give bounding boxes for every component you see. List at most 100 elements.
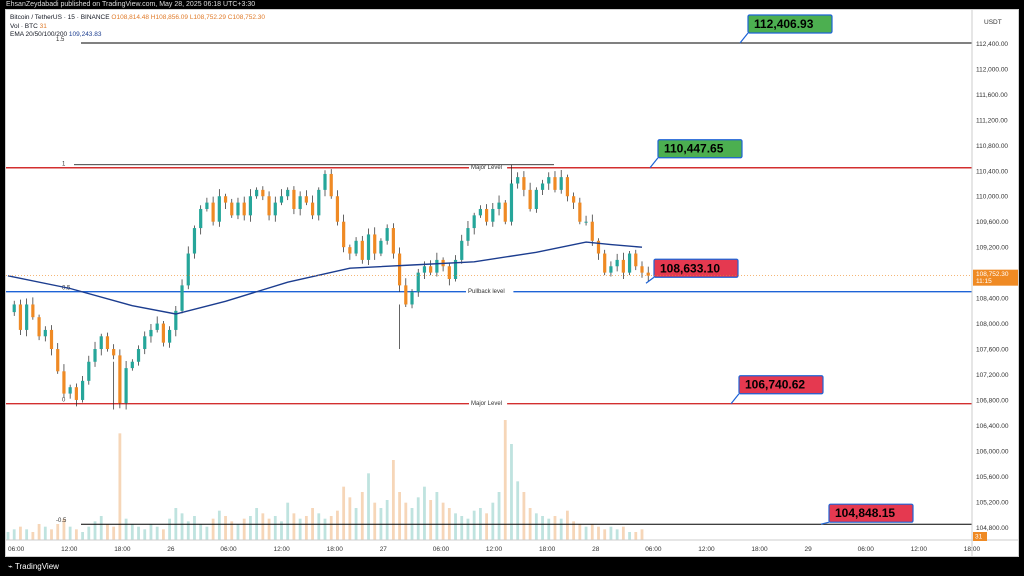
fib-label: 0.5: [62, 286, 71, 292]
symbol-label[interactable]: Bitcoin / TetherUS · 15 · BINANCE: [10, 14, 110, 21]
ema-label[interactable]: EMA 20/50/100/200: [10, 31, 68, 38]
candle-body: [596, 240, 601, 254]
volume-bar: [193, 516, 196, 540]
volume-bar: [273, 516, 277, 540]
candle-body: [528, 189, 532, 209]
candle-body: [435, 259, 439, 273]
volume-bar: [317, 513, 321, 540]
publisher-bar: EhsanZeydabadi published on TradingView.…: [0, 0, 1024, 9]
volume-label[interactable]: Vol · BTC: [10, 22, 38, 30]
candle-body: [485, 208, 489, 222]
volume-bar: [503, 420, 507, 540]
current-price-tag: 108,752.30: [976, 271, 1009, 278]
price-tick-label: 111,200.00: [976, 117, 1008, 124]
candle-body: [279, 196, 284, 203]
callout-pointer: [739, 32, 749, 44]
volume-bar: [634, 532, 638, 540]
volume-bar: [31, 532, 35, 540]
chart-frame[interactable]: 1.5 1 Major Level 0.5 Pullback level 0 Major L…: [5, 9, 1019, 557]
ohlc-values: O108,814.48 H108,856.09 L108,752.29 C108…: [111, 14, 266, 21]
volume-bar: [547, 518, 551, 540]
candle-body: [478, 208, 482, 216]
candle-body: [379, 240, 383, 254]
volume-bar: [491, 502, 495, 540]
fib-label: 0: [62, 398, 66, 404]
candle-body: [497, 202, 501, 209]
callout-box: [747, 14, 833, 34]
candle-body: [578, 202, 582, 222]
candle-body: [397, 253, 402, 286]
volume-bar: [385, 500, 389, 540]
volume-bar: [572, 521, 576, 540]
level-tag-bg: [469, 162, 508, 170]
level-tag-bg: [466, 286, 514, 294]
candle-body: [180, 285, 184, 311]
volume-bar: [621, 526, 625, 540]
volume-bar: [404, 502, 408, 540]
candle-body: [130, 361, 134, 369]
candle-body: [503, 202, 507, 222]
level-tag-bg: [469, 398, 508, 406]
candle-body: [335, 196, 340, 222]
time-tick-label: 18:00: [964, 546, 981, 553]
candle-body: [74, 387, 78, 400]
volume-bar: [609, 526, 613, 540]
volume-bar: [466, 518, 470, 540]
volume-bar: [640, 529, 644, 540]
chart-canvas[interactable]: 1.5 1 Major Level 0.5 Pullback level 0 Major L…: [6, 10, 1018, 556]
time-tick-label: 18:00: [114, 546, 131, 553]
price-tick-label: 106,800.00: [976, 397, 1009, 404]
volume-bar: [360, 492, 364, 540]
callout-box: [657, 139, 743, 159]
volume-bar: [534, 513, 538, 540]
volume-bar: [559, 518, 563, 540]
volume-bar: [130, 524, 134, 540]
candle-body: [161, 323, 165, 343]
volume-bar: [19, 526, 22, 540]
candle-body: [509, 183, 514, 222]
price-tick-label: 106,400.00: [976, 423, 1009, 430]
candle-body: [230, 202, 234, 216]
candle-body: [255, 189, 259, 197]
brand-label: TradingView: [14, 562, 59, 571]
volume-bar: [597, 526, 600, 540]
volume-bar: [336, 510, 339, 540]
volume-bar: [180, 513, 184, 540]
price-axis: USDT 112,400.00 112,000.00 111,600.00 111,20…: [6, 10, 1018, 556]
fib-label: -0.5: [56, 518, 67, 524]
price-tick-label: 109,200.00: [976, 245, 1009, 252]
level-tag: Major Level: [471, 401, 502, 407]
candle-body: [56, 349, 60, 372]
time-tick-label: 06:00: [8, 546, 25, 553]
volume-bar: [323, 518, 327, 540]
time-tick-label: 29: [805, 546, 813, 553]
volume-bar: [566, 510, 569, 540]
volume-bar: [578, 524, 582, 540]
price-tick-label: 108,000.00: [976, 321, 1009, 328]
candle-body: [646, 272, 650, 276]
volume-bar: [441, 502, 445, 540]
publisher-line: EhsanZeydabadi published on TradingView.…: [6, 1, 256, 8]
candles: [12, 164, 650, 410]
candle-body: [37, 317, 41, 337]
candle-body: [310, 202, 315, 216]
time-tick-label: 12:00: [911, 546, 928, 553]
tradingview-logo[interactable]: ⌁ TradingView: [8, 557, 59, 576]
volume-bar: [155, 526, 159, 540]
candle-body: [205, 202, 209, 209]
candle-body: [242, 202, 246, 216]
callout-box: [738, 375, 824, 395]
volume-bar: [112, 526, 116, 540]
candle-body: [410, 291, 414, 305]
callout-pointer: [645, 276, 655, 284]
ema-200-line: [7, 241, 643, 315]
time-tick-label: 06:00: [433, 546, 450, 553]
volume-bar: [106, 524, 109, 540]
candle-body: [391, 228, 395, 254]
volume-bar: [62, 518, 66, 540]
candle-body: [553, 177, 557, 190]
candle-body: [540, 183, 545, 190]
price-tick-label: 109,600.00: [976, 219, 1009, 226]
volume-bar: [217, 510, 221, 540]
time-tick-label: 18:00: [539, 546, 556, 553]
